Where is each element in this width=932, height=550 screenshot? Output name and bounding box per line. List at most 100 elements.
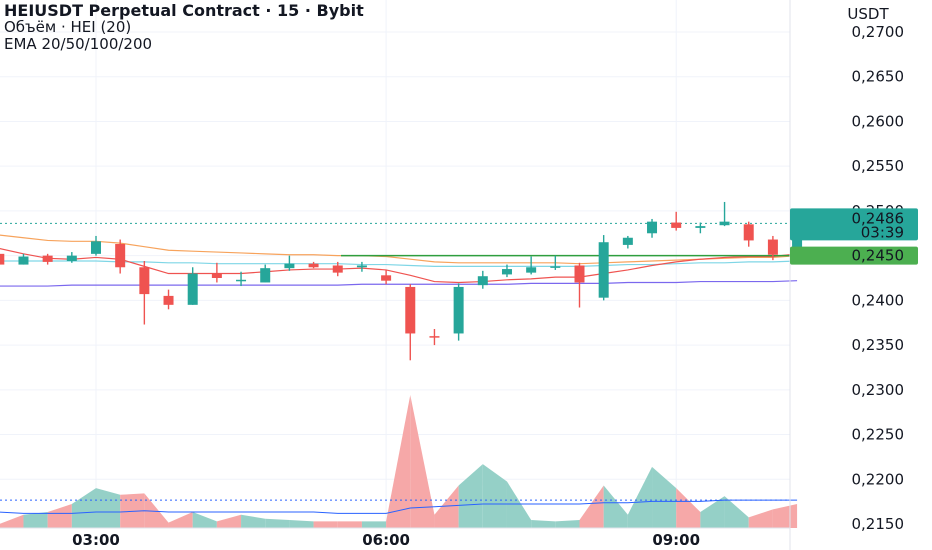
price-tick-label: 0,2650 bbox=[852, 68, 905, 86]
candle-body bbox=[526, 267, 537, 273]
price-tick-label: 0,2700 bbox=[852, 23, 905, 41]
candle bbox=[574, 262, 585, 308]
price-tick-label: 0,2250 bbox=[852, 426, 905, 444]
volume-area-segment bbox=[144, 493, 169, 528]
volume-area-segment bbox=[772, 504, 798, 528]
candle-body bbox=[647, 221, 658, 234]
candlestick-series bbox=[0, 201, 803, 361]
volume-area-segment bbox=[23, 512, 48, 528]
candle-body bbox=[91, 241, 101, 254]
candle bbox=[0, 250, 5, 267]
candle bbox=[719, 201, 730, 227]
candle bbox=[453, 283, 464, 341]
volume-area-segment bbox=[71, 488, 96, 528]
indicator-volume-label[interactable]: Объём · HEI (20) bbox=[4, 18, 132, 36]
candle bbox=[598, 235, 609, 301]
price-tick-label: 0,2350 bbox=[852, 336, 905, 354]
candle bbox=[66, 252, 77, 263]
indicator-ema-label[interactable]: EMA 20/50/100/200 bbox=[4, 35, 153, 53]
price-tick-label: 0,2400 bbox=[852, 291, 905, 309]
volume-area-segment bbox=[337, 521, 362, 528]
price-levels bbox=[0, 222, 790, 257]
candle-body bbox=[477, 276, 488, 286]
candle-body bbox=[18, 256, 29, 265]
candle-body bbox=[139, 267, 150, 295]
candle bbox=[405, 284, 416, 361]
candle bbox=[18, 253, 29, 265]
last-price-badge bbox=[790, 208, 918, 241]
candle-body bbox=[187, 273, 198, 305]
time-tick-label: 03:00 bbox=[72, 531, 120, 549]
volume-area-segment bbox=[168, 512, 193, 528]
candle-body bbox=[767, 239, 778, 255]
candle-body bbox=[743, 224, 754, 241]
candle-body bbox=[671, 222, 682, 228]
candle bbox=[115, 239, 126, 274]
price-tick-label: 0,2200 bbox=[852, 470, 905, 488]
volume-pane bbox=[0, 395, 798, 528]
candle bbox=[260, 264, 271, 283]
ema50-line bbox=[0, 223, 798, 265]
candle-body bbox=[115, 244, 126, 268]
volume-area-segment bbox=[313, 521, 338, 528]
countdown-timer: 03:39 bbox=[861, 223, 904, 241]
volume-area-segment bbox=[96, 488, 121, 528]
candle bbox=[622, 235, 633, 249]
last-price-value: 0,2486 bbox=[852, 209, 905, 227]
candle-body bbox=[622, 237, 633, 245]
symbol-title[interactable]: HEIUSDT Perpetual Contract · 15 · Bybit bbox=[4, 1, 364, 20]
volume-area-segment bbox=[241, 514, 266, 528]
candle-body bbox=[381, 275, 392, 281]
volume-area-segment bbox=[531, 520, 556, 528]
volume-area-segment bbox=[700, 496, 725, 528]
candle bbox=[308, 261, 319, 269]
candle bbox=[381, 269, 392, 285]
volume-area-segment bbox=[458, 464, 483, 528]
volume-area-segment bbox=[579, 485, 604, 528]
volume-area-segment bbox=[47, 504, 72, 528]
price-tick-label: 0,2550 bbox=[852, 157, 905, 175]
candle-body bbox=[453, 286, 464, 334]
volume-area-segment bbox=[652, 466, 677, 528]
volume-area-segment bbox=[0, 514, 24, 528]
volume-area-segment bbox=[216, 514, 242, 528]
price-axis[interactable]: 0,27000,26500,26000,25500,25000,24500,24… bbox=[852, 23, 905, 533]
candle bbox=[695, 222, 706, 234]
candle-body bbox=[598, 242, 609, 298]
volume-ma-line bbox=[0, 499, 798, 514]
level-price-badge bbox=[790, 246, 918, 265]
volume-area-segment bbox=[410, 395, 435, 528]
candle bbox=[187, 267, 198, 305]
price-tick-label: 0,2150 bbox=[852, 515, 905, 533]
candle-body bbox=[66, 255, 77, 262]
candle bbox=[163, 289, 174, 310]
level-price-value: 0,2450 bbox=[852, 247, 905, 265]
candle-body bbox=[356, 265, 367, 268]
candle bbox=[284, 255, 295, 271]
candle bbox=[42, 253, 53, 265]
candle-body bbox=[211, 273, 222, 278]
candle bbox=[501, 264, 512, 278]
volume-area-segment bbox=[603, 485, 628, 528]
volume-area-segment bbox=[289, 520, 314, 528]
volume-area-segment bbox=[265, 518, 290, 528]
level-price-label: 0,2450 bbox=[790, 247, 918, 265]
candle bbox=[767, 235, 778, 261]
candle-body bbox=[719, 221, 730, 226]
volume-area-segment bbox=[676, 488, 701, 528]
candle bbox=[236, 271, 247, 287]
time-tick-label: 09:00 bbox=[652, 531, 700, 549]
ema200-line bbox=[0, 280, 798, 287]
candle-body bbox=[429, 336, 440, 338]
candle-body bbox=[501, 269, 512, 275]
candle bbox=[647, 218, 658, 238]
volume-area-segment bbox=[724, 496, 749, 528]
price-axis-unit: USDT bbox=[847, 5, 889, 23]
volume-area-segment bbox=[192, 512, 217, 528]
volume-area-segment bbox=[386, 395, 411, 528]
candle bbox=[139, 261, 150, 325]
